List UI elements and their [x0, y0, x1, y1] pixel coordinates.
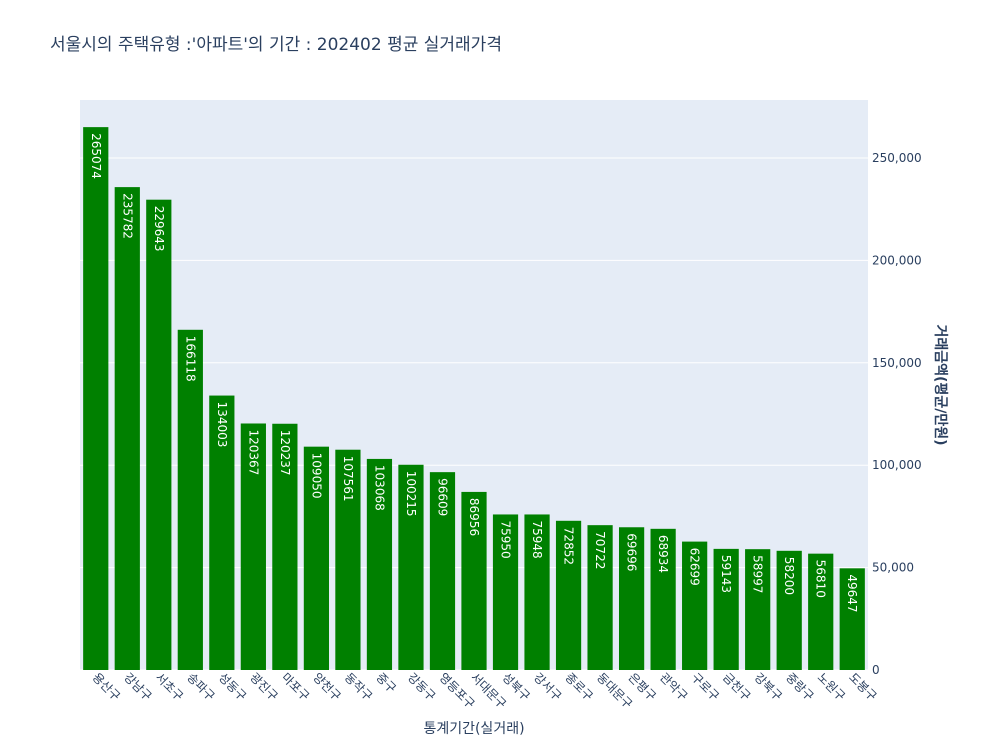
x-tick-label: 동작구	[342, 670, 375, 703]
bar	[114, 187, 140, 670]
bar	[682, 541, 708, 670]
value-label: 166118	[183, 336, 197, 382]
x-tick-label: 마포구	[279, 670, 312, 703]
value-label: 69696	[625, 533, 639, 571]
bar	[429, 472, 456, 670]
value-label: 68934	[656, 535, 670, 573]
x-tick-label: 광진구	[247, 670, 280, 703]
x-tick-label: 양천구	[310, 670, 344, 704]
y-tick-label: 250,000	[872, 151, 922, 165]
bar	[650, 528, 676, 670]
value-label: 62699	[688, 548, 702, 586]
value-label: 103068	[372, 465, 386, 511]
x-tick-label: 성동구	[216, 670, 249, 703]
y-tick-label: 200,000	[872, 253, 922, 267]
chart-title: 서울시의 주택유형 :'아파트'의 기간 : 202402 평균 실거래가격	[50, 35, 502, 55]
value-label: 58200	[782, 557, 796, 595]
value-label: 75948	[530, 520, 544, 558]
bar	[618, 527, 645, 670]
bar	[177, 329, 203, 670]
bar	[587, 525, 613, 670]
y-tick-label: 50,000	[872, 561, 914, 575]
x-tick-label: 노원구	[815, 670, 848, 703]
y-tick-label: 150,000	[872, 356, 922, 370]
x-tick-label: 강동구	[405, 670, 438, 703]
x-tick-label: 용산구	[90, 670, 123, 703]
value-label: 75950	[499, 520, 513, 558]
value-label: 120367	[246, 429, 260, 475]
value-label: 134003	[215, 402, 229, 448]
bar	[745, 549, 771, 670]
value-label: 235782	[120, 193, 134, 239]
x-tick-label: 중구	[373, 670, 399, 696]
x-tick-label: 구로구	[689, 670, 722, 703]
x-tick-label: 강북구	[752, 670, 785, 703]
bar	[240, 423, 266, 670]
x-tick-label: 중랑구	[783, 670, 816, 703]
value-label: 100215	[404, 471, 418, 517]
bar	[209, 395, 235, 670]
bar	[272, 423, 298, 670]
bar	[335, 449, 361, 670]
x-tick-label: 서초구	[153, 670, 186, 703]
bar	[461, 491, 487, 670]
x-tick-label: 관악구	[657, 670, 690, 703]
x-tick-label: 강서구	[531, 670, 564, 703]
value-label: 49647	[845, 574, 859, 612]
bar	[524, 514, 550, 670]
value-label: 265074	[89, 133, 103, 179]
y-tick-label: 100,000	[872, 458, 922, 472]
value-label: 59143	[719, 555, 733, 593]
value-label: 120237	[278, 430, 292, 476]
value-label: 107561	[341, 456, 355, 502]
y-axis-title: 거래금액(평균/만원)	[932, 325, 949, 446]
x-tick-label: 강남구	[121, 670, 154, 703]
bar	[808, 553, 834, 670]
bar	[83, 127, 109, 671]
value-label: 109050	[309, 453, 323, 499]
value-label: 56810	[814, 560, 828, 598]
value-label: 229643	[152, 206, 166, 252]
bar	[492, 514, 519, 670]
value-label: 86956	[467, 498, 481, 536]
value-label: 96609	[435, 478, 449, 516]
x-tick-label: 송파구	[184, 670, 217, 703]
bar	[398, 464, 424, 670]
x-tick-label: 금천구	[720, 670, 754, 704]
bar	[146, 199, 172, 670]
bar	[303, 446, 330, 670]
bar	[555, 520, 582, 670]
value-label: 70722	[593, 531, 607, 569]
bar	[713, 548, 739, 670]
x-axis-title: 통계기간(실거래)	[423, 721, 524, 737]
bar	[776, 550, 802, 670]
value-label: 58997	[751, 555, 765, 593]
x-tick-label: 종로구	[562, 670, 595, 703]
bar	[839, 568, 865, 670]
bar	[366, 458, 393, 670]
y-tick-label: 0	[872, 663, 880, 677]
value-label: 72852	[562, 527, 576, 565]
